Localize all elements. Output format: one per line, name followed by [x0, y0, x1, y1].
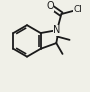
Text: N: N [53, 25, 61, 35]
Text: O: O [46, 1, 54, 11]
Text: Cl: Cl [74, 5, 83, 14]
